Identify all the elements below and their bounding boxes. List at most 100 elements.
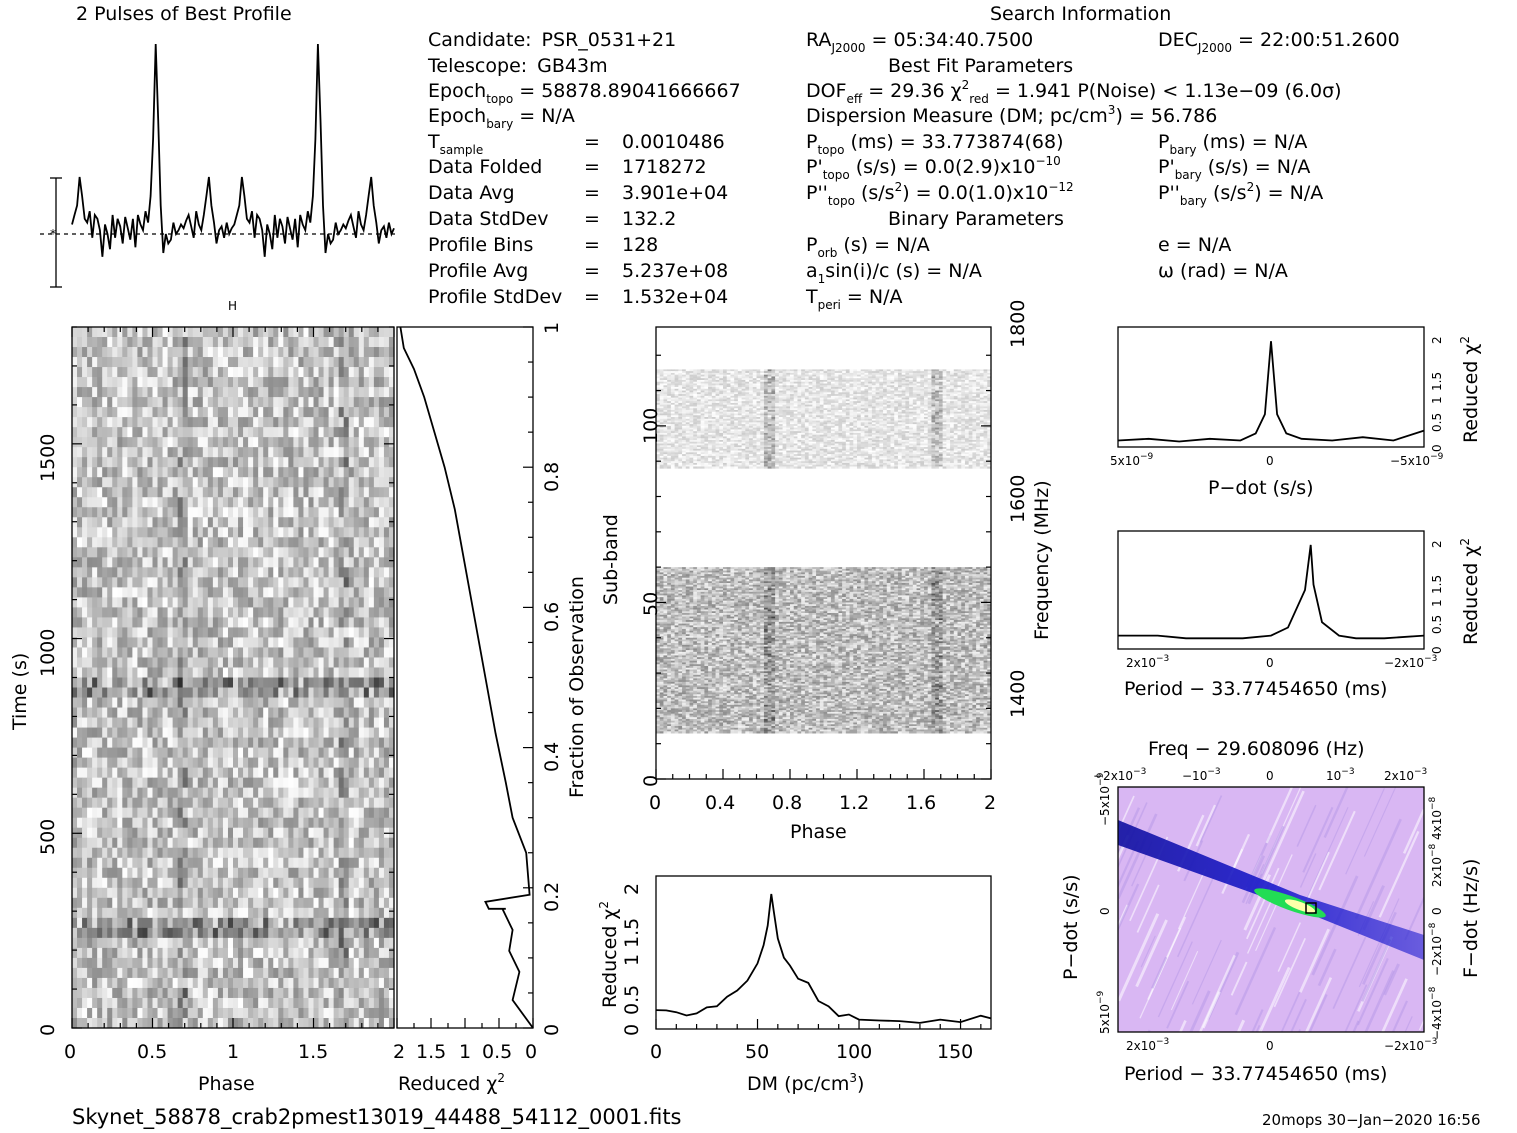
tp-cell [87,327,93,338]
sb-cell [987,570,991,573]
tp-cell [72,327,78,338]
tp-cell [293,407,299,418]
tp-cell [263,377,269,388]
tp-cell [132,937,138,949]
tp-cell [147,607,153,618]
tp-cell [92,437,98,448]
sb-cell [786,572,791,575]
tp-cell [238,977,244,989]
tp-cell [107,547,113,558]
tp-cell [132,967,138,979]
tp-cell [383,327,390,338]
tp-cell [313,967,319,979]
tp-cell [192,907,199,919]
sb-cell [894,568,899,572]
tp-cell [107,587,113,598]
tp-cell [323,657,329,668]
tp-cell [263,717,269,728]
tp-cell [273,437,279,448]
tp-cell [177,717,184,728]
tp-cell [258,717,264,728]
tp-cell [177,937,184,949]
tp-cell [258,437,264,448]
tp-cell [368,857,375,869]
tp-cell [107,767,113,779]
tp-cell [87,357,93,368]
tp-cell [268,997,274,1009]
tp-cell [127,677,133,688]
tp-cell [77,527,83,538]
tp-cell [107,737,113,748]
tp-cell [207,517,214,528]
sb-cell [719,568,724,572]
tp-cell [333,937,340,949]
tp-cell [253,787,259,799]
tp-cell [348,637,355,648]
tp-cell [288,517,294,528]
tp-cell [293,497,299,508]
tp-cell [92,997,98,1009]
tp-cell [313,867,319,879]
tp-cell [278,717,284,728]
tp-cell [87,737,93,748]
tp-cell [222,517,229,528]
tp-cell [293,377,299,388]
tp-cell [172,467,179,478]
tp-cell [142,837,148,849]
tp-cell [293,827,299,839]
tp-cell [288,477,294,488]
tp-cell [363,457,370,468]
profile-title: 2 Pulses of Best Profile [76,3,292,25]
tp-cell [72,797,78,809]
tp-cell [338,847,345,859]
tp-cell [368,487,375,498]
tp-cell [258,487,264,498]
tp-cell [157,917,163,929]
tp-cell [142,427,148,438]
tp-cell [177,997,184,1009]
tp-cell [238,457,244,468]
tp-cell [202,887,209,899]
tp-cell [313,717,319,728]
tp-cell [182,527,189,538]
tp-cell [343,987,350,999]
tp-cell [227,547,234,558]
tp-cell [117,337,123,348]
tp-cell [172,557,179,568]
tp-cell [293,647,299,658]
tp-cell [82,587,88,598]
tp-cell [112,857,118,869]
tp-cell [383,897,390,909]
tp-cell [338,327,345,338]
sb-cell [987,568,991,572]
tp-cell [253,917,259,929]
tp-cell [358,917,365,929]
tp-cell [233,677,239,688]
tp-cell [253,717,259,728]
tp-cell [343,377,350,388]
tp-cell [187,627,194,638]
tp-cell [338,557,345,568]
tp-cell [293,397,299,408]
tp-cell [253,367,259,378]
tp-cell [343,487,350,498]
tp-cell [378,327,385,338]
tp-cell [142,537,148,548]
tp-cell [142,957,148,969]
tp-cell [383,527,390,538]
tp-cell [207,877,214,889]
tp-cell [243,957,249,969]
tp-cell [82,747,88,759]
tp-cell [202,1007,209,1019]
tp-cell [202,737,209,748]
tp-cell [107,647,113,658]
tp-cell [298,637,304,648]
tp-cell [212,557,219,568]
pdot-topo-value: 0.0(2.9)x10 [925,156,1036,178]
tp-cell [122,1007,128,1019]
sb-cell [760,567,765,570]
tp-cell [152,327,158,338]
tp-cell [127,557,133,568]
tp-cell [137,517,143,528]
tp-cell [172,387,179,398]
